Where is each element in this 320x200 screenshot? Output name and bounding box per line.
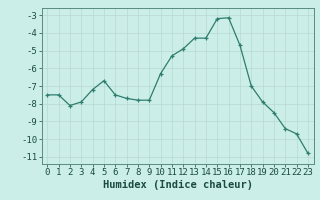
X-axis label: Humidex (Indice chaleur): Humidex (Indice chaleur) xyxy=(103,180,252,190)
